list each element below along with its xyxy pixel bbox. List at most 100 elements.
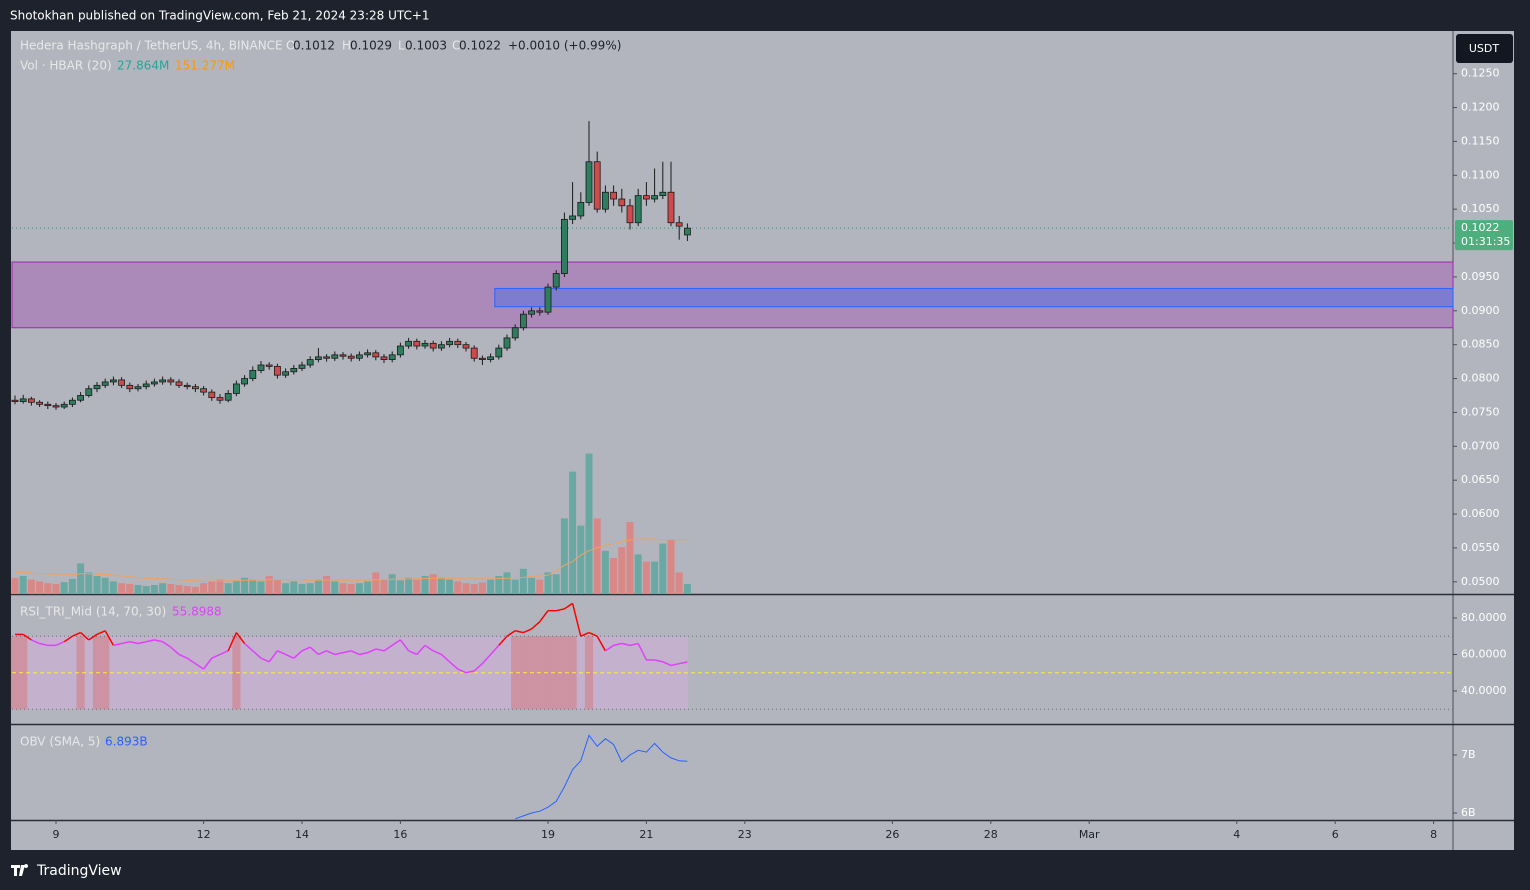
- rsi-line: [629, 642, 639, 647]
- x-tick-label: 4: [1233, 828, 1240, 841]
- volume-bar: [429, 574, 437, 594]
- volume-bar: [93, 576, 101, 594]
- volume-bar: [610, 558, 618, 594]
- volume-bar: [323, 576, 331, 594]
- candle-body: [380, 356, 388, 360]
- candle-body: [290, 367, 298, 373]
- rsi-line: [604, 644, 615, 652]
- rsi-line: [104, 630, 115, 646]
- y-tick-label: 0.0900: [1461, 304, 1500, 317]
- candle-body: [364, 352, 372, 356]
- y-tick-label: 0.0750: [1461, 405, 1500, 418]
- volume-bar: [446, 579, 454, 594]
- rsi-line: [473, 663, 483, 672]
- rsi-line: [679, 661, 688, 665]
- candle-body: [216, 397, 224, 401]
- rsi-overbought-fill: [543, 636, 553, 710]
- rsi-line: [96, 630, 106, 636]
- rsi-line: [202, 657, 213, 670]
- candle-body: [388, 354, 396, 360]
- candle-body: [27, 398, 35, 403]
- rsi-line: [375, 648, 385, 652]
- volume-bar: [659, 543, 667, 594]
- candle-body: [643, 195, 650, 200]
- rsi-line: [440, 653, 451, 663]
- volume-bar: [44, 583, 52, 594]
- x-tick-label: 26: [885, 828, 899, 841]
- rsi-line: [55, 641, 65, 647]
- volume-bar: [585, 453, 593, 594]
- volume-ma-legend-value: 151.277M: [175, 59, 235, 73]
- candle-body: [118, 379, 125, 386]
- candle-body: [536, 310, 544, 313]
- volume-legend-title: Vol · HBAR (20): [20, 59, 112, 73]
- last-price-label: 0.1022: [1461, 221, 1500, 234]
- rsi-line: [113, 642, 122, 647]
- volume-bar: [60, 582, 68, 594]
- rsi-line: [219, 650, 229, 656]
- candle-body: [429, 342, 437, 349]
- candle-body: [396, 345, 404, 356]
- rsi-line: [457, 668, 467, 674]
- candle-body: [110, 379, 117, 383]
- rsi-y-tick-label: 80.0000: [1461, 611, 1507, 624]
- rsi-line: [252, 650, 262, 659]
- rsi-line: [449, 661, 459, 670]
- candle-body: [602, 191, 609, 210]
- volume-bar: [372, 572, 380, 594]
- y-tick-label: 0.1100: [1461, 168, 1500, 181]
- candle-body: [667, 191, 675, 224]
- volume-bar: [232, 580, 240, 594]
- obv-legend-value: 6.893B: [105, 735, 148, 749]
- candle-body: [487, 356, 495, 360]
- volume-bar: [593, 518, 601, 594]
- brand: TradingView: [11, 863, 122, 879]
- brand-logo: [11, 864, 29, 876]
- rsi-line: [367, 648, 377, 654]
- rsi-line: [391, 639, 401, 646]
- volume-bar: [249, 579, 257, 594]
- legend-ohlc-letter: H: [342, 39, 351, 53]
- candle-body: [200, 388, 208, 393]
- candle-body: [634, 195, 642, 224]
- rsi-line: [342, 650, 352, 654]
- rsi-line: [39, 642, 48, 647]
- y-tick-label: 0.0950: [1461, 270, 1500, 283]
- y-tick-label: 0.1200: [1461, 101, 1500, 114]
- rsi-line: [523, 628, 532, 634]
- volume-bar: [618, 547, 626, 594]
- rsi-line: [563, 602, 574, 610]
- rsi-line: [186, 657, 196, 665]
- rsi-line: [408, 650, 418, 656]
- volume-bar: [667, 540, 675, 594]
- x-tick-label: 6: [1332, 828, 1339, 841]
- candle-body: [544, 286, 552, 313]
- candle-body: [306, 359, 314, 366]
- candle-body: [511, 327, 519, 339]
- rsi-overbought-fill: [19, 636, 28, 710]
- volume-bar: [159, 583, 167, 594]
- rsi-overbought-fill: [552, 636, 561, 710]
- candle-body: [446, 340, 454, 346]
- x-tick-label: 16: [393, 828, 407, 841]
- volume-bar: [536, 579, 544, 594]
- volume-bar: [273, 579, 281, 594]
- volume-bar: [290, 581, 298, 594]
- volume-bar: [282, 583, 290, 594]
- rsi-line: [399, 639, 410, 652]
- volume-bar: [651, 561, 659, 594]
- candle-body: [528, 310, 535, 315]
- candle-body: [69, 399, 76, 405]
- candle-body: [421, 342, 429, 347]
- obv-y-tick-label: 6B: [1461, 806, 1476, 819]
- volume-bar: [191, 586, 199, 594]
- candle-body: [626, 205, 634, 224]
- rsi-line: [31, 639, 40, 645]
- legend-ohlc-value: 0.1012: [293, 39, 335, 53]
- volume-bar: [314, 579, 322, 594]
- volume-bar: [478, 582, 486, 594]
- volume-bar: [36, 581, 44, 594]
- candle-body: [183, 384, 191, 388]
- volume-bar: [470, 583, 478, 594]
- candle-body: [191, 386, 199, 390]
